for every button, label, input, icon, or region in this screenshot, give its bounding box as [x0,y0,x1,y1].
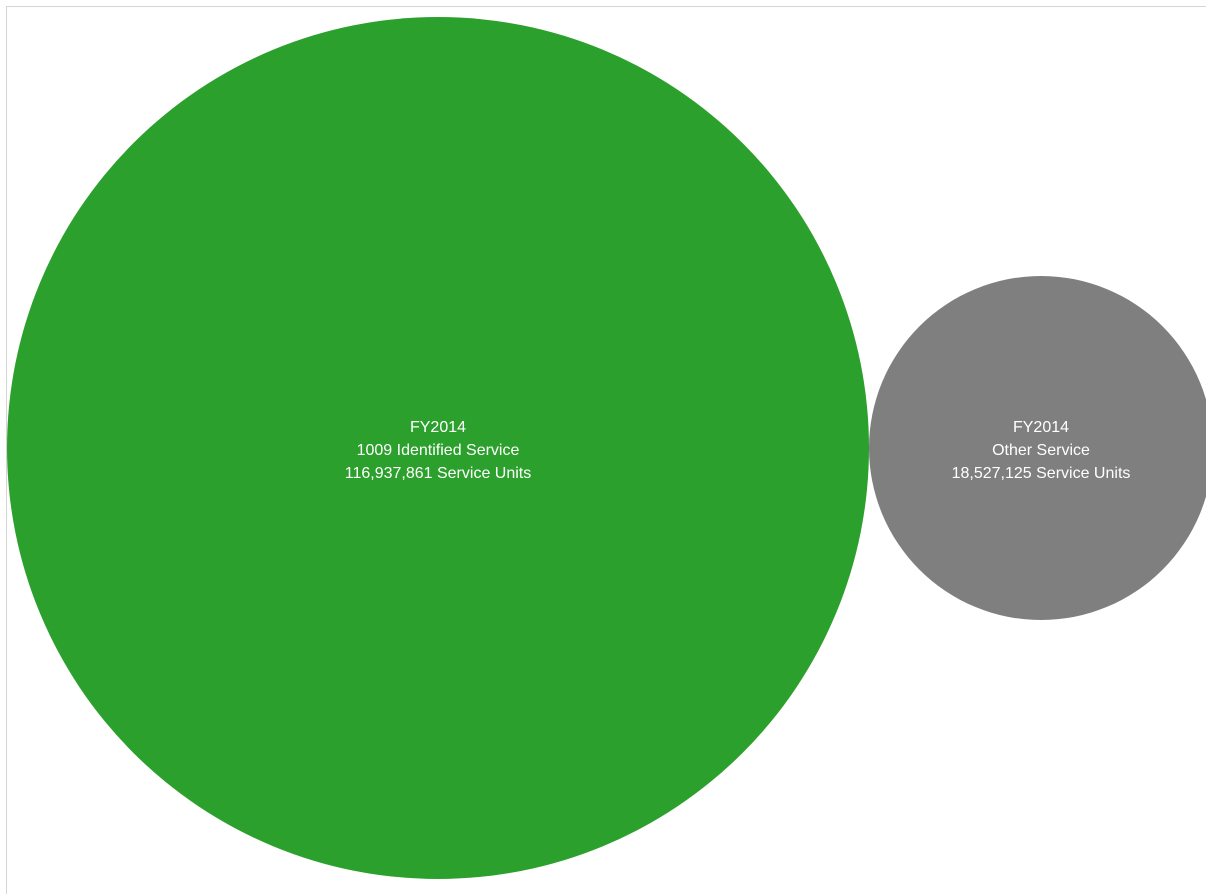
bubble-label-period: FY2014 [1013,419,1069,436]
bubble-small[interactable]: FY2014 Other Service 18,527,125 Service … [869,276,1206,620]
bubble-label-period: FY2014 [410,419,466,436]
bubble-large[interactable]: FY2014 1009 Identified Service 116,937,8… [7,17,869,879]
bubble-label-category: 1009 Identified Service [357,442,520,459]
bubble-label-category: Other Service [992,442,1090,459]
bubble-label-value: 116,937,861 Service Units [345,465,531,482]
bubble-circle-identified-service[interactable] [7,17,869,879]
bubble-circle-other-service[interactable] [869,276,1206,620]
chart-frame [6,6,1206,894]
bubble-label-value: 18,527,125 Service Units [952,465,1131,482]
